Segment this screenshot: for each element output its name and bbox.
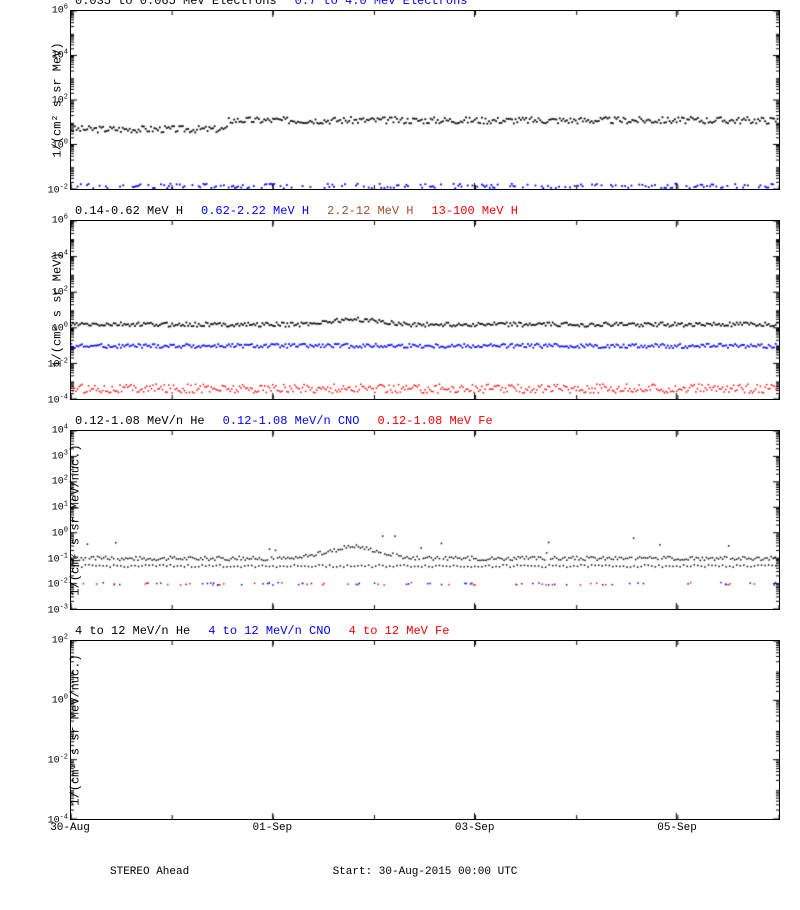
y-tick-label: 100	[40, 138, 68, 151]
y-tick-label: 10-1	[40, 552, 68, 565]
legend-entry: 13-100 MeV H	[431, 204, 517, 218]
panel-hydrogen: 0.14-0.62 MeV H0.62-2.22 MeV H2.2-12 MeV…	[10, 220, 790, 400]
panel-legend: 0.14-0.62 MeV H 0.62-2.22 MeV H 2.2-12 MeV…	[75, 204, 536, 218]
y-tick-label: 10-2	[40, 357, 68, 370]
x-tick-label: 30-Aug	[50, 822, 90, 834]
x-tick-label: 01-Sep	[253, 822, 293, 834]
legend-entry: 4 to 12 MeV Fe	[349, 624, 450, 638]
y-tick-label: 10-2	[40, 183, 68, 196]
panel-high-ions: 4 to 12 MeV/n He4 to 12 MeV/n CNO4 to 12…	[10, 640, 790, 820]
x-axis-ticks: 30-Aug01-Sep03-Sep05-Sep	[70, 822, 780, 838]
legend-entry: 0.12-1.08 MeV Fe	[377, 414, 492, 428]
x-tick-label: 03-Sep	[455, 822, 495, 834]
stereo-particle-plot: 0.035 to 0.065 MeV Electrons0.7 to 4.0 M…	[10, 10, 790, 820]
legend-entry: 4 to 12 MeV/n He	[75, 624, 190, 638]
legend-entry: 0.12-1.08 MeV/n He	[75, 414, 205, 428]
y-axis-ticks: 10-310-210-1100101102103104	[40, 430, 68, 610]
plot-area	[70, 220, 780, 400]
y-tick-label: 10-3	[40, 603, 68, 616]
y-tick-label: 102	[40, 633, 68, 646]
y-tick-label: 10-2	[40, 578, 68, 591]
panel-low-ions: 0.12-1.08 MeV/n He0.12-1.08 MeV/n CNO0.1…	[10, 430, 790, 610]
y-tick-label: 101	[40, 500, 68, 513]
y-axis-ticks: 10-410-2100102104106	[40, 220, 68, 400]
y-tick-label: 104	[40, 48, 68, 61]
plot-area	[70, 640, 780, 820]
y-tick-label: 102	[40, 285, 68, 298]
legend-entry: 0.035 to 0.065 MeV Electrons	[75, 0, 277, 8]
y-tick-label: 104	[40, 423, 68, 436]
start-time-label: Start: 30-Aug-2015 00:00 UTC	[333, 866, 518, 878]
y-tick-label: 102	[40, 475, 68, 488]
y-tick-label: 100	[40, 526, 68, 539]
panel-legend: 0.12-1.08 MeV/n He 0.12-1.08 MeV/n CNO 0.1…	[75, 414, 511, 428]
panel-legend: 0.035 to 0.065 MeV Electrons 0.7 to 4.0 M…	[75, 0, 485, 8]
legend-entry: 0.7 to 4.0 Mev Electrons	[295, 0, 468, 8]
panel-legend: 4 to 12 MeV/n He 4 to 12 MeV/n CNO 4 to 12…	[75, 624, 467, 638]
legend-entry: 0.14-0.62 MeV H	[75, 204, 183, 218]
y-tick-label: 10-4	[40, 393, 68, 406]
y-tick-label: 104	[40, 249, 68, 262]
panel-electrons: 0.035 to 0.065 MeV Electrons0.7 to 4.0 M…	[10, 10, 790, 190]
y-tick-label: 100	[40, 693, 68, 706]
y-tick-label: 100	[40, 321, 68, 334]
y-tick-label: 10-2	[40, 753, 68, 766]
y-tick-label: 106	[40, 3, 68, 16]
y-tick-label: 103	[40, 449, 68, 462]
y-axis-ticks: 10-410-2100102	[40, 640, 68, 820]
y-tick-label: 102	[40, 93, 68, 106]
plot-area	[70, 430, 780, 610]
spacecraft-label: STEREO Ahead	[110, 866, 189, 878]
legend-entry: 4 to 12 MeV/n CNO	[208, 624, 330, 638]
y-axis-ticks: 10-2100102104106	[40, 10, 68, 190]
plot-area	[70, 10, 780, 190]
legend-entry: 0.12-1.08 MeV/n CNO	[223, 414, 360, 428]
legend-entry: 2.2-12 MeV H	[327, 204, 413, 218]
legend-entry: 0.62-2.22 MeV H	[201, 204, 309, 218]
y-tick-label: 106	[40, 213, 68, 226]
x-tick-label: 05-Sep	[657, 822, 697, 834]
